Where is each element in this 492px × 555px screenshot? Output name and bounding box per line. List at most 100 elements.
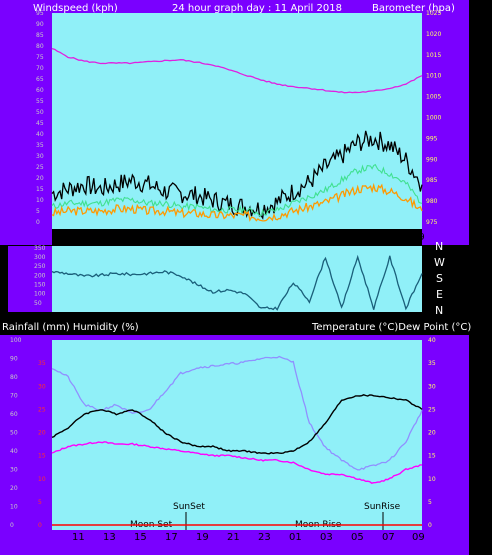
temp-x-label: 07 [382,532,395,543]
direction-tick-label: 50 [34,300,42,307]
temp-x-label: 17 [165,532,178,543]
direction-tick-label: 200 [34,272,46,279]
barometer-axis-title: Barometer (hpa) [372,3,455,14]
wind-x-label: 21 [227,232,240,243]
temperature-tick-label: 35 [428,360,436,367]
wind-x-label: 17 [165,232,178,243]
wind-tick-label: 50 [36,109,44,116]
temp-x-label: 01 [289,532,302,543]
temperature-line [51,394,423,455]
wind-tick-label: 55 [36,98,44,105]
direction-left-bar [8,246,52,312]
temp-x-label: 19 [196,532,209,543]
temperature-tick-label: 10 [428,476,436,483]
temp-x-label: 05 [351,532,364,543]
wind-tick-label: 5 [36,208,40,215]
wind-tick-label: 10 [36,197,44,204]
upper-frame-top [0,0,469,13]
direction-tick-label: 100 [34,291,46,298]
direction-tick-label: 250 [34,263,46,270]
compass-s: S [436,272,443,285]
rain-tick-label: 15 [38,453,46,460]
wind-x-label: 03 [320,232,333,243]
temp-x-label: 13 [103,532,116,543]
wind-x-label: 09 [412,232,425,243]
wind-tick-label: 60 [36,87,44,94]
humidity-tick-label: 40 [10,448,18,455]
temp-dew-axis-title: Temperature (°C)Dew Point (°C) [311,322,471,333]
barometer-tick-label: 1010 [426,73,441,80]
rain-tick-label: 10 [38,476,46,483]
wind-tick-label: 15 [36,186,44,193]
humidity-tick-label: 80 [10,374,18,381]
humidity-tick-label: 90 [10,356,18,363]
wind-x-label: 07 [382,232,395,243]
wind-tick-label: 90 [36,21,44,28]
compass-e: E [436,288,443,301]
direction-tick-label: 350 [34,245,46,252]
wind-tick-label: 80 [36,43,44,50]
wind-x-label: 15 [134,232,147,243]
temperature-tick-label: 40 [428,337,436,344]
wind-tick-label: 20 [36,175,44,182]
humidity-tick-label: 10 [10,504,18,511]
rain-tick-label: 30 [38,383,46,390]
humidity-tick-label: 0 [10,522,14,529]
wind-x-label: 05 [351,232,364,243]
temp-plot-area [52,340,422,530]
barometer-tick-label: 985 [426,177,438,184]
wind-tick-label: 30 [36,153,44,160]
barometer-tick-label: 1020 [426,31,441,38]
compass-n-bottom: N [435,304,443,317]
humidity-tick-label: 30 [10,467,18,474]
wind-tick-label: 0 [36,219,40,226]
direction-tick-label: 150 [34,282,46,289]
wind-tick-label: 70 [36,65,44,72]
wind-tick-label: 75 [36,54,44,61]
wind-gust-line [51,130,423,220]
rain-tick-label: 35 [38,360,46,367]
wind-average-line [51,182,423,222]
humidity-tick-label: 100 [10,337,22,344]
barometer-tick-label: 1015 [426,52,441,59]
temperature-tick-label: 25 [428,406,436,413]
sunrise-label: SunRise [364,502,401,512]
wind-tick-label: 95 [36,10,44,17]
temp-x-label: 15 [134,532,147,543]
sunset-label: SunSet [173,502,205,512]
wind-x-label: 01 [289,232,302,243]
temperature-tick-label: 5 [428,499,432,506]
wind-tick-label: 85 [36,32,44,39]
wind-tick-label: 45 [36,120,44,127]
barometer-tick-label: 975 [426,219,438,226]
wind-tick-label: 25 [36,164,44,171]
wind-tick-label: 35 [36,142,44,149]
humidity-tick-label: 70 [10,393,18,400]
dewpoint-line [51,441,422,484]
temperature-tick-label: 20 [428,430,436,437]
barometer-tick-label: 1000 [426,115,441,122]
barometer-tick-label: 1025 [426,10,441,17]
barometer-line [51,47,423,94]
temperature-tick-label: 0 [428,522,432,529]
upper-frame [0,0,52,245]
wind-mid-line [51,163,423,217]
temperature-tick-label: 30 [428,383,436,390]
humidity-tick-label: 60 [10,411,18,418]
temp-x-label: 21 [227,532,240,543]
wind-x-label: 19 [196,232,209,243]
temp-x-label: 11 [72,532,85,543]
direction-tick-label: 300 [34,254,46,261]
wind-plot-area [52,13,422,229]
humidity-line [51,355,423,471]
direction-plot-area [52,246,422,312]
temp-x-label: 23 [258,532,271,543]
temp-x-label: 03 [320,532,333,543]
barometer-tick-label: 1005 [426,94,441,101]
rain-tick-label: 5 [38,499,42,506]
chart-title: 24 hour graph day : 11 April 2018 [172,3,342,14]
barometer-tick-label: 995 [426,135,438,142]
direction-line [51,254,423,311]
wind-tick-label: 40 [36,131,44,138]
